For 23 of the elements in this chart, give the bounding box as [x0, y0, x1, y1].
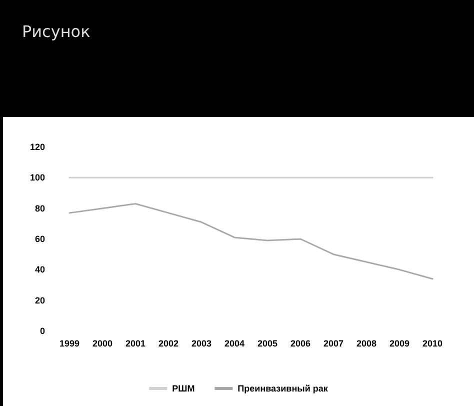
line-series [68, 202, 434, 280]
x-tick-label: 2005 [257, 338, 278, 348]
legend-label: РШМ [172, 384, 195, 394]
x-tick-label: 2002 [158, 338, 179, 348]
x-tick-label: 2004 [224, 338, 245, 348]
y-tick-label: 60 [34, 234, 45, 244]
x-tick-label: 2003 [191, 338, 212, 348]
y-tick-label: 80 [34, 203, 45, 214]
x-tick-label: 2010 [422, 338, 443, 348]
y-tick-label: 0 [40, 326, 45, 336]
x-tick-label: 2001 [125, 338, 146, 348]
x-tick-label: 2000 [92, 338, 113, 348]
legend-label: Преинвазивный рак [238, 384, 328, 394]
x-tick-label: 2007 [323, 338, 344, 348]
y-tick-label: 100 [30, 172, 45, 183]
y-tick-label: 120 [30, 142, 45, 152]
x-tick-label: 2009 [389, 338, 410, 348]
x-tick-label: 2006 [290, 338, 311, 348]
y-tick-label: 20 [34, 295, 45, 306]
chart-title: Рисунок [22, 22, 90, 41]
x-tick-label: 2008 [356, 338, 377, 348]
x-tick-label: 1999 [59, 338, 80, 348]
y-tick-label: 40 [34, 264, 45, 275]
